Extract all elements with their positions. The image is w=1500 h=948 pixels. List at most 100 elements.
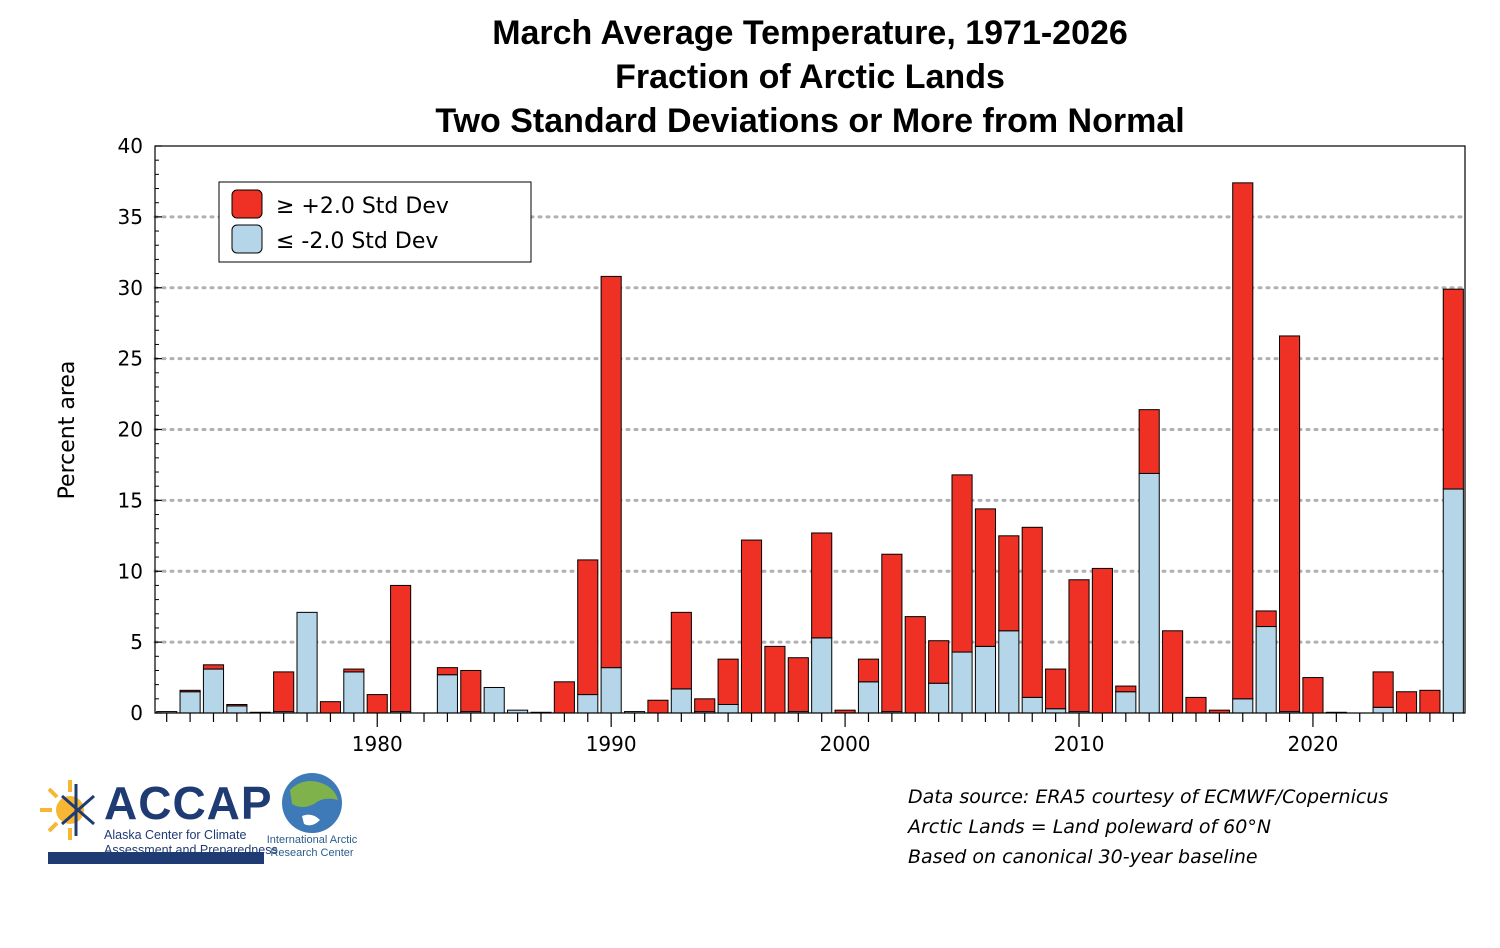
bar-warm-2004 [928,640,950,684]
y-tick-label-0: 0 [130,701,143,725]
bar-cold-2009 [1045,708,1067,714]
accap-tag: A NOAA RISA team [189,938,256,946]
source-line-2: Arctic Lands = Land poleward of 60°N [908,816,1272,838]
bar-warm-2012 [1115,685,1137,693]
y-tick-label-40: 40 [118,134,143,158]
bar-cold-1989 [577,694,599,714]
x-axis: 1980 1990 2000 2010 2020 [166,713,1454,756]
bar-cold-2005 [951,651,973,714]
bar-warm-1988 [553,681,575,714]
bar-warm-2007 [998,535,1020,632]
bar-warm-1996 [740,539,763,714]
bar-warm-2023 [1372,671,1394,708]
source-line-3: Based on canonical 30-year baseline [908,846,1258,868]
bar-cold-1979 [343,671,365,714]
bar-warm-1983 [436,667,458,676]
legend-cold-swatch [231,224,263,254]
bar-cold-1995 [717,703,739,714]
bar-warm-2010 [1068,579,1090,713]
chart: March Average Temperature, 1971-2026 Fra… [55,14,1467,756]
x-tick-label-2000: 2000 [820,732,871,756]
bar-cold-1977 [296,611,318,714]
bar-cold-2023 [1372,706,1394,714]
bar-warm-1994 [694,698,716,713]
bar-warm-2014 [1162,630,1184,714]
bar-warm-1993 [670,611,692,690]
x-tick-label-2020: 2020 [1287,732,1338,756]
y-tick-label-20: 20 [118,418,143,442]
bar-cold-1990 [600,667,622,714]
globe-icon [282,773,342,833]
iarc-logo: International Arctic Research Center [262,770,362,870]
iarc-name: International Arctic Research Center [262,834,362,860]
bar-warm-1978 [319,701,342,714]
y-tick-label-25: 25 [118,347,143,371]
bar-cold-1983 [436,674,458,714]
bar-warm-1990 [600,275,622,669]
legend-cold-label: ≤ -2.0 Std Dev [276,229,438,254]
bar-cold-1974 [226,705,248,714]
bar-cold-1999 [811,637,833,714]
bar-warm-2008 [1021,526,1043,698]
bar-warm-1972 [179,689,201,693]
bar-warm-1984 [460,669,482,713]
y-tick-label-35: 35 [118,205,143,229]
x-tick-label-1980: 1980 [352,732,403,756]
bar-warm-1973 [202,664,225,670]
bar-warm-2005 [951,474,973,653]
legend: ≥ +2.0 Std Dev ≤ -2.0 Std Dev [218,181,532,263]
bar-warm-2025 [1419,689,1441,714]
legend-warm-swatch [231,189,263,219]
accap-logo: ACCAP Alaska Center for Climate Assessme… [34,768,278,946]
bar-warm-1998 [787,657,809,713]
accap-bar: A NOAA RISA team [48,852,264,946]
bar-warm-1995 [717,658,739,705]
bar-warm-2017 [1232,182,1254,700]
legend-box [218,181,532,263]
bar-cold-2026 [1442,488,1464,714]
x-tick-label-2010: 2010 [1054,732,1105,756]
sun-snowflake-icon [40,780,95,840]
bar-warm-1981 [390,584,412,713]
source-notes: Data source: ERA5 courtesy of ECMWF/Cope… [908,782,1388,872]
bar-cold-2012 [1115,691,1137,714]
bar-cold-1972 [179,691,201,714]
y-axis: 0 5 10 15 20 25 30 35 40 [118,134,162,725]
bar-warm-2001 [857,658,880,683]
bar-warm-2013 [1138,409,1160,474]
bar-cold-2001 [857,681,880,714]
bar-cold-1993 [670,688,692,714]
accap-name: ACCAP [104,777,273,829]
bar-warm-2003 [904,616,926,714]
bar-warm-1989 [577,559,599,696]
y-axis-label: Percent area [55,361,80,500]
bar-warm-2011 [1091,567,1113,714]
bar-cold-2006 [974,645,997,714]
bar-warm-2024 [1395,691,1418,714]
bar-warm-1992 [647,699,669,714]
bar-cold-2008 [1021,696,1043,714]
iarc-line2: Research Center [270,847,354,859]
bar-warm-2019 [1278,335,1301,713]
bars [156,182,1464,714]
gridlines [153,215,1467,644]
legend-warm-label: ≥ +2.0 Std Dev [276,194,449,219]
bar-warm-2020 [1302,677,1324,714]
y-tick-label-10: 10 [118,559,143,583]
bar-cold-2013 [1138,472,1160,714]
bar-warm-1980 [366,694,388,714]
x-tick-label-1990: 1990 [586,732,637,756]
bar-warm-2006 [974,508,997,647]
bar-warm-2002 [881,553,903,713]
chart-title-line3: Two Standard Deviations or More from Nor… [435,102,1184,140]
source-line-1: Data source: ERA5 courtesy of ECMWF/Cope… [908,786,1389,808]
bar-warm-1999 [811,532,833,639]
bar-cold-1973 [202,668,225,714]
accap-line1: Alaska Center for Climate [104,828,247,842]
bar-warm-1997 [764,645,786,714]
y-tick-label-15: 15 [118,488,143,512]
bar-cold-2018 [1255,626,1277,714]
bar-cold-2007 [998,630,1020,714]
bar-warm-2015 [1185,696,1207,714]
y-tick-label-30: 30 [118,276,143,300]
